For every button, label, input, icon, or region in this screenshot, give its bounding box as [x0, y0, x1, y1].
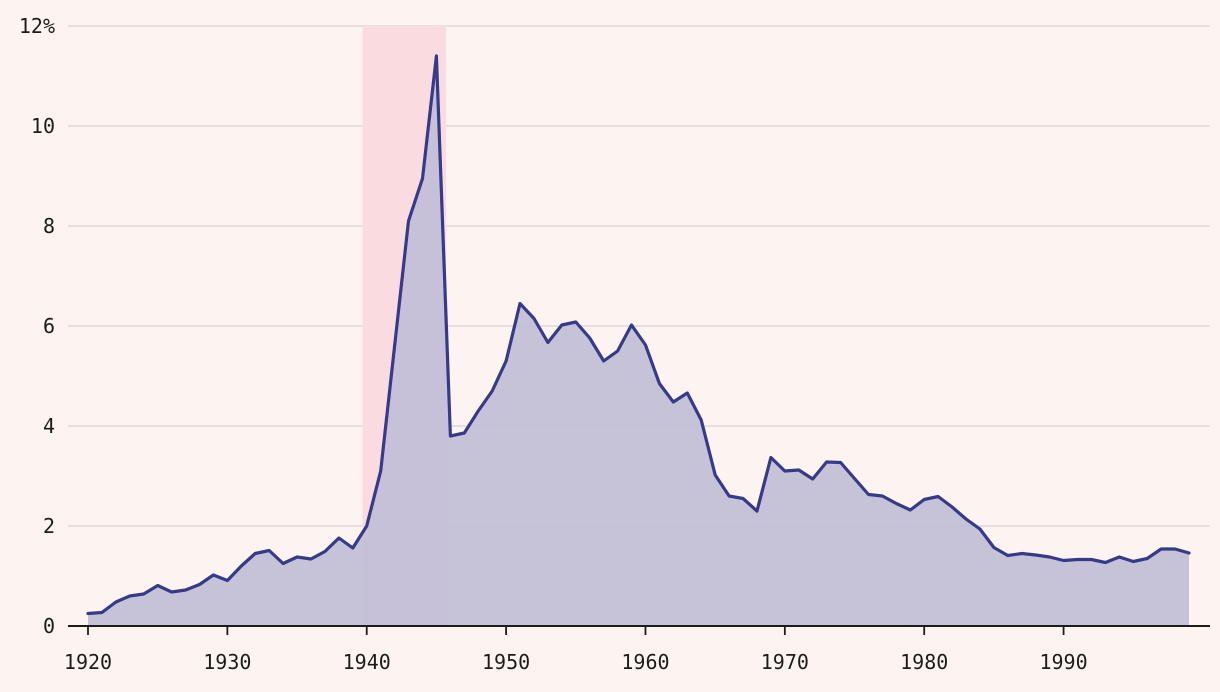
y-tick-label-10: 10 — [31, 114, 55, 138]
series-line — [86, 54, 1191, 616]
x-tick-label-1960: 1960 — [621, 650, 669, 674]
x-tick-label-1980: 1980 — [900, 650, 948, 674]
x-tick-label-1990: 1990 — [1039, 650, 1087, 674]
x-tick-label-1970: 1970 — [761, 650, 809, 674]
y-tick-label-4: 4 — [43, 414, 55, 438]
x-tick-label-1940: 1940 — [343, 650, 391, 674]
x-tick-label-1930: 1930 — [203, 650, 251, 674]
y-tick-label-6: 6 — [43, 314, 55, 338]
x-tick-label-1920: 1920 — [64, 650, 112, 674]
y-tick-label-12: 12% — [19, 14, 55, 38]
series-area — [88, 56, 1189, 626]
x-tick-label-1950: 1950 — [482, 650, 530, 674]
y-tick-label-0: 0 — [43, 614, 55, 638]
y-tick-label-8: 8 — [43, 214, 55, 238]
y-tick-label-2: 2 — [43, 514, 55, 538]
